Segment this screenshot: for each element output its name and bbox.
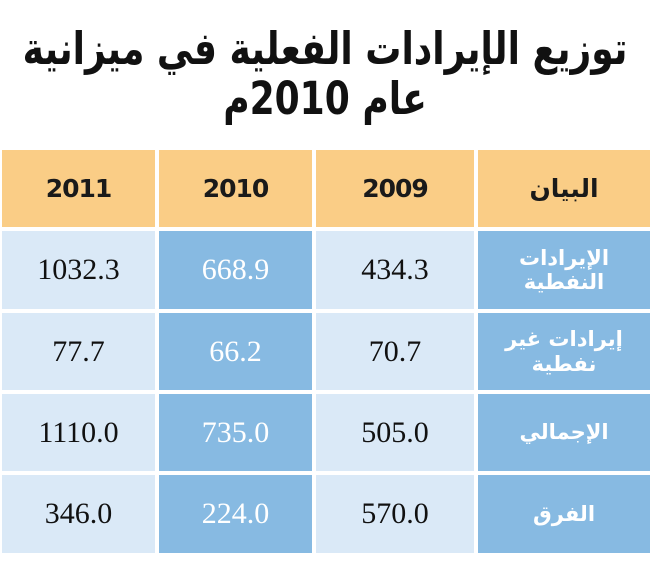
revenues-table: 2011 2010 2009 البيان 1032.3 668.9 434.3… [2, 150, 650, 553]
header-cell-bayan: البيان [478, 150, 650, 227]
row-label-oil-revenues: الإيرادات النفطية [478, 231, 650, 309]
cell-difference-2010: 224.0 [159, 475, 312, 553]
cell-difference-2009: 570.0 [316, 475, 474, 553]
cell-nonoil-revenues-2011: 77.7 [2, 313, 155, 390]
cell-total-2009: 505.0 [316, 394, 474, 471]
cell-total-2010: 735.0 [159, 394, 312, 471]
cell-difference-2011: 346.0 [2, 475, 155, 553]
cell-nonoil-revenues-2009: 70.7 [316, 313, 474, 390]
row-label-nonoil-revenues: إيرادات غير نفطية [478, 313, 650, 390]
cell-oil-revenues-2011: 1032.3 [2, 231, 155, 309]
cell-total-2011: 1110.0 [2, 394, 155, 471]
row-label-difference: الفرق [478, 475, 650, 553]
header-cell-2010: 2010 [159, 150, 312, 227]
cell-oil-revenues-2010: 668.9 [159, 231, 312, 309]
cell-oil-revenues-2009: 434.3 [316, 231, 474, 309]
header-cell-2009: 2009 [316, 150, 474, 227]
cell-nonoil-revenues-2010: 66.2 [159, 313, 312, 390]
row-label-total: الإجمالي [478, 394, 650, 471]
header-cell-2011: 2011 [2, 150, 155, 227]
page-title: توزيع الإيرادات الفعلية في ميزانية عام 2… [22, 24, 629, 125]
title-area: توزيع الإيرادات الفعلية في ميزانية عام 2… [0, 0, 650, 150]
